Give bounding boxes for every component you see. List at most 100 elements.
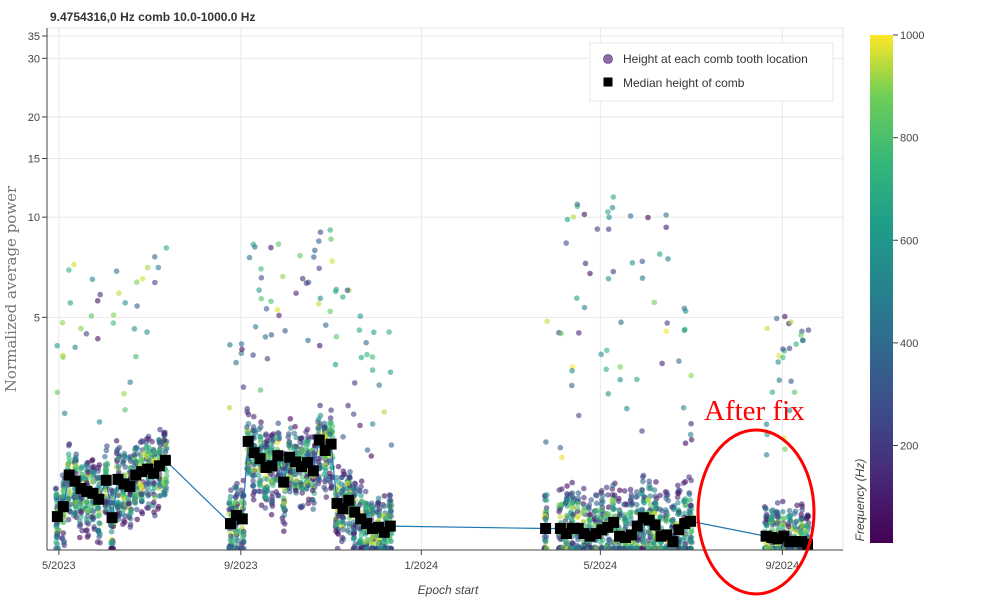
- scatter-point: [358, 478, 365, 485]
- median-marker: [159, 454, 171, 466]
- scatter-point: [362, 488, 369, 495]
- scatter-point: [609, 497, 615, 503]
- scatter-point: [327, 470, 333, 477]
- scatter-point: [73, 510, 79, 516]
- scatter-point: [310, 497, 316, 503]
- scatter-point: [356, 327, 363, 333]
- scatter-point: [805, 327, 812, 333]
- median-marker: [136, 466, 148, 478]
- scatter-point: [556, 487, 562, 493]
- scatter-point: [688, 436, 695, 443]
- scatter-point: [575, 490, 582, 496]
- scatter-point: [151, 509, 157, 515]
- scatter-point: [574, 201, 581, 208]
- scatter-point: [108, 528, 115, 535]
- scatter-point: [264, 355, 271, 362]
- scatter-point: [109, 490, 116, 496]
- scatter-point: [774, 520, 781, 526]
- scatter-point: [357, 422, 363, 429]
- scatter-point: [640, 532, 646, 539]
- scatter-point: [61, 538, 67, 545]
- scatter-point: [376, 511, 383, 518]
- scatter-point: [250, 467, 257, 474]
- scatter-point: [327, 227, 334, 233]
- median-marker: [343, 494, 355, 506]
- median-marker: [372, 521, 384, 533]
- scatter-point: [328, 419, 334, 426]
- median-marker: [106, 512, 118, 524]
- scatter-point: [119, 510, 126, 517]
- chart-title: 9.4754316,0 Hz comb 10.0-1000.0 Hz: [50, 10, 255, 24]
- scatter-point: [687, 497, 693, 503]
- scatter-point: [681, 305, 688, 312]
- scatter-point: [89, 479, 96, 485]
- scatter-point: [298, 504, 305, 511]
- median-marker: [148, 467, 159, 479]
- scatter-point: [605, 391, 612, 397]
- scatter-point: [634, 489, 640, 495]
- scatter-point: [328, 236, 334, 242]
- scatter-point: [315, 480, 322, 487]
- scatter-point: [657, 514, 664, 520]
- scatter-point: [255, 488, 262, 495]
- scatter-point: [317, 229, 324, 235]
- scatter-point: [234, 544, 240, 550]
- scatter-point: [157, 483, 163, 490]
- scatter-point: [287, 416, 294, 422]
- scatter-point: [120, 521, 126, 528]
- scatter-point: [374, 540, 381, 546]
- median-marker: [796, 536, 808, 548]
- scatter-point: [233, 359, 239, 366]
- scatter-point: [88, 464, 95, 471]
- scatter-point: [226, 404, 233, 411]
- scatter-point: [788, 378, 794, 385]
- scatter-point: [358, 492, 364, 499]
- scatter-point: [651, 299, 658, 306]
- scatter-point: [782, 446, 788, 452]
- scatter-point: [345, 402, 351, 409]
- colorbar-ticks: 200 400 600 800 1000: [893, 30, 924, 453]
- scatter-point: [96, 462, 103, 468]
- scatter-point: [138, 456, 145, 463]
- scatter-point: [380, 545, 386, 550]
- scatter-point: [333, 333, 340, 340]
- scatter-point: [544, 492, 550, 498]
- median-marker: [649, 519, 661, 531]
- scatter-point: [792, 524, 798, 531]
- scatter-point: [250, 483, 256, 489]
- x-tick-label: 9/2023: [224, 560, 258, 572]
- scatter-point: [327, 479, 334, 485]
- median-marker: [63, 469, 75, 481]
- legend-marker-square: [603, 77, 613, 87]
- scatter-point: [586, 521, 592, 528]
- scatter-point: [575, 495, 581, 502]
- scatter-point: [369, 421, 376, 427]
- scatter-point: [610, 545, 616, 550]
- scatter-point: [364, 447, 371, 453]
- scatter-point: [617, 364, 624, 370]
- scatter-point: [145, 492, 152, 498]
- scatter-point: [333, 528, 339, 535]
- scatter-point: [299, 435, 305, 441]
- scatter-point: [332, 288, 339, 295]
- scatter-point: [623, 524, 629, 530]
- scatter-point: [559, 454, 565, 461]
- scatter-point: [53, 523, 59, 529]
- scatter-point: [163, 245, 170, 251]
- scatter-point: [115, 455, 122, 462]
- y-ticks: 5 10 15 20 30 35: [28, 31, 47, 324]
- scatter-point: [128, 508, 134, 514]
- scatter-point: [388, 545, 394, 550]
- scatter-point: [657, 492, 663, 499]
- scatter-point: [88, 313, 95, 319]
- scatter-point: [764, 325, 770, 332]
- scatter-point: [780, 498, 786, 505]
- scatter-point: [369, 354, 376, 360]
- scatter-point: [544, 318, 550, 325]
- scatter-point: [659, 360, 665, 367]
- scatter-point: [646, 537, 652, 544]
- scatter-point: [570, 504, 576, 511]
- scatter-point: [662, 507, 669, 513]
- scatter-point: [605, 226, 612, 232]
- median-marker: [784, 536, 796, 548]
